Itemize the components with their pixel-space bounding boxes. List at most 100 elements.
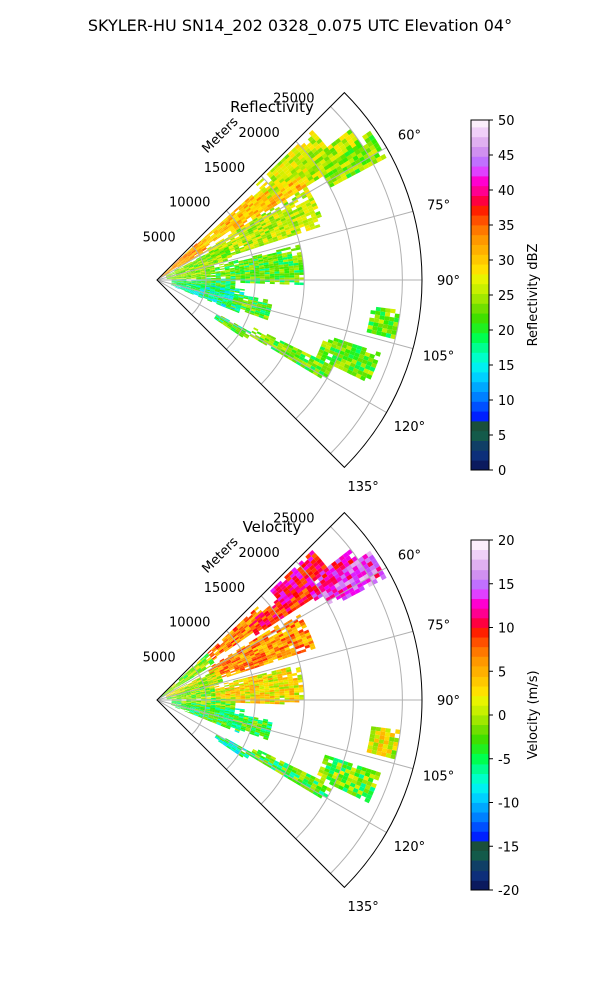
echo-cell (177, 684, 182, 687)
echo-cell (242, 719, 248, 723)
echo-cell (215, 275, 221, 277)
echo-cell (200, 707, 206, 710)
echo-cell (286, 599, 292, 605)
echo-cell (239, 291, 245, 294)
echo-cell (249, 268, 255, 271)
echo-cell (354, 588, 361, 594)
echo-cell (264, 268, 270, 271)
colorbar-segment (471, 411, 489, 422)
echo-cell (215, 282, 221, 284)
echo-cell (249, 686, 255, 689)
echo-cell (307, 556, 314, 563)
echo-cell (181, 282, 187, 284)
echo-cell (333, 783, 340, 789)
echo-cell (267, 253, 273, 257)
echo-cell (194, 711, 200, 714)
echo-cell (277, 656, 283, 661)
echo-cell (282, 222, 288, 227)
echo-cell (259, 733, 265, 737)
echo-cell (200, 692, 206, 694)
echo-cell (215, 284, 221, 286)
echo-cell (235, 226, 241, 231)
echo-cell (260, 202, 266, 207)
echo-cell (274, 608, 281, 614)
echo-cell (189, 709, 195, 712)
echo-cell (262, 674, 268, 678)
echo-cell (176, 280, 182, 282)
echo-cell (186, 251, 191, 255)
echo-cell (185, 706, 191, 709)
echo-cell (234, 666, 240, 671)
echo-cell (183, 254, 188, 259)
echo-cell (309, 178, 316, 184)
echo-cell (268, 226, 274, 231)
echo-cell (171, 278, 177, 279)
echo-cell (229, 685, 235, 688)
echo-cell (203, 294, 209, 297)
echo-cell (243, 754, 249, 759)
echo-cell (374, 314, 380, 320)
echo-cell (290, 229, 297, 234)
echo-cell (361, 791, 368, 798)
echo-cell (191, 701, 197, 703)
echo-cell (334, 359, 341, 365)
echo-cell (250, 609, 256, 615)
echo-cell (169, 688, 174, 692)
colorbar-segment (471, 686, 489, 697)
echo-cell (240, 237, 246, 241)
echo-cell (259, 692, 265, 695)
echo-cell (361, 346, 367, 352)
echo-cell (273, 685, 279, 688)
echo-cell (307, 587, 314, 593)
echo-cell (283, 353, 289, 359)
echo-cell (293, 262, 299, 266)
echo-cell (200, 283, 206, 286)
echo-cell (277, 168, 283, 174)
azimuth-tick-label: 60° (398, 548, 421, 563)
echo-cell (180, 270, 185, 273)
echo-cell (195, 704, 201, 707)
range-tick-label: 15000 (204, 161, 245, 176)
echo-cell (262, 720, 268, 724)
echo-cell (234, 629, 240, 634)
echo-cell (197, 660, 202, 665)
echo-cell (249, 244, 255, 248)
echo-cell (267, 607, 273, 613)
colorbar-segment (471, 127, 489, 138)
echo-cell (276, 232, 282, 237)
echo-cell (264, 701, 270, 704)
echo-cell (216, 675, 222, 679)
echo-cell (257, 618, 263, 624)
echo-cell (236, 229, 242, 234)
echo-cell (278, 213, 284, 218)
echo-cell (259, 757, 265, 762)
echo-cell (247, 629, 253, 634)
echo-cell (277, 580, 283, 587)
echo-cell (294, 621, 300, 627)
echo-cell (257, 189, 263, 195)
echo-cell (242, 230, 248, 234)
echo-cell (283, 192, 289, 198)
echo-cell (272, 676, 278, 680)
echo-cell (173, 266, 178, 270)
echo-cell (233, 653, 239, 658)
echo-cell (346, 789, 353, 795)
echo-cell (284, 697, 290, 700)
echo-cell (262, 226, 269, 231)
echo-cell (225, 689, 231, 692)
echo-cell (184, 676, 189, 680)
echo-cell (294, 700, 300, 703)
echo-cell (207, 297, 213, 301)
echo-cell (169, 268, 174, 272)
echo-cell (172, 264, 177, 268)
echo-cell (379, 735, 385, 741)
echo-cell (333, 757, 339, 763)
echo-cell (241, 658, 247, 663)
echo-cell (224, 710, 230, 713)
echo-cell (226, 660, 232, 665)
echo-cell (229, 226, 235, 231)
echo-cell (171, 698, 177, 699)
echo-cell (181, 701, 187, 703)
echo-cell (284, 635, 291, 640)
echo-cell (355, 768, 362, 774)
